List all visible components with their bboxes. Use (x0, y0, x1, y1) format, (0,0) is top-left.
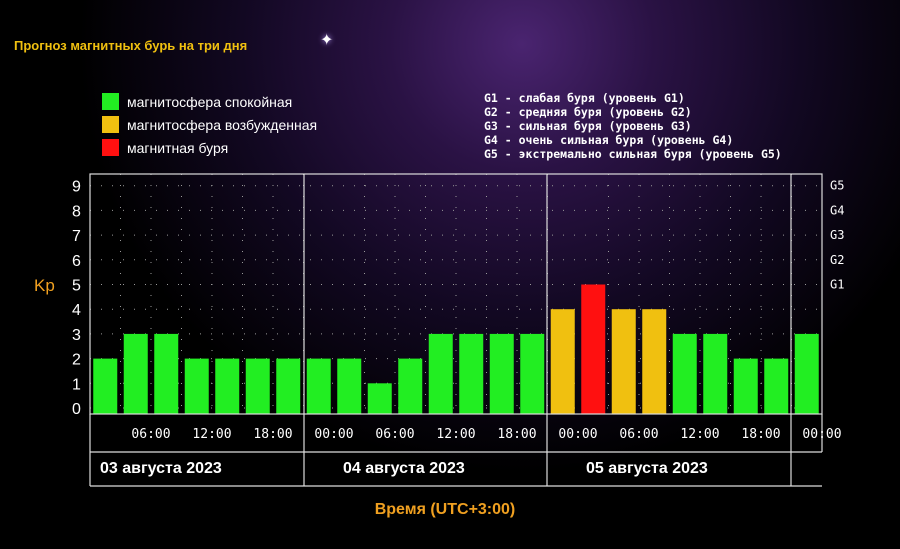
bar-kp (428, 333, 453, 414)
y-tick-label: 1 (72, 376, 81, 393)
bar-kp (642, 309, 667, 414)
y-tick-label: 4 (72, 302, 81, 319)
bar-kp (398, 358, 423, 414)
g-legend-g4: G4 - очень сильная буря (уровень G4) (484, 133, 734, 147)
bar-kp (337, 358, 362, 414)
day-label: 05 августа 2023 (586, 460, 708, 477)
y-tick-label: 5 (72, 278, 81, 295)
g-legend-g5: G5 - экстремально сильная буря (уровень … (484, 147, 782, 161)
legend-label-active: магнитосфера возбужденная (127, 116, 318, 133)
x-tick-label: 12:00 (680, 427, 719, 442)
color-legend: магнитосфера спокойная магнитосфера возб… (102, 90, 317, 159)
legend-item-active: магнитосфера возбужденная (102, 113, 317, 136)
bar-kp (367, 383, 392, 414)
sparkle-star-icon: ✦ (320, 30, 334, 49)
y-tick-label: 0 (72, 401, 81, 418)
legend-swatch-quiet (102, 93, 119, 110)
legend-swatch-storm (102, 139, 119, 156)
x-tick-label: 18:00 (741, 427, 780, 442)
bar-kp (581, 284, 606, 414)
g-tick-label: G2 (830, 253, 844, 267)
y-axis-label: Kp (34, 276, 55, 295)
x-tick-label: 00:00 (314, 427, 353, 442)
bar-kp (184, 358, 209, 414)
g-tick-label: G1 (830, 278, 844, 292)
x-tick-label: 06:00 (375, 427, 414, 442)
y-tick-label: 6 (72, 253, 81, 270)
g-level-legend: G1 - слабая буря (уровень G1) G2 - средн… (484, 91, 782, 161)
text-layer: 0 1 2 3 4 5 6 7 8 9 G1 G2 G3 G4 G5 Kp 06:00 12:00 18:00 00:… (34, 179, 844, 518)
bar-kp (489, 333, 514, 414)
x-tick-label: 06:00 (131, 427, 170, 442)
axis-layer (89, 173, 823, 487)
x-tick-label: 12:00 (192, 427, 231, 442)
bar-kp (550, 309, 575, 414)
legend-swatch-active (102, 116, 119, 133)
bar-kp (123, 333, 148, 414)
x-axis-label: Время (UTC+3:00) (375, 501, 516, 518)
legend-item-quiet: магнитосфера спокойная (102, 90, 317, 113)
bar-kp (306, 358, 331, 414)
bar-kp (794, 333, 819, 414)
x-tick-label: 00:00 (802, 427, 841, 442)
y-tick-label: 3 (72, 327, 81, 344)
day-label: 03 августа 2023 (100, 460, 222, 477)
g-legend-g1: G1 - слабая буря (уровень G1) (484, 91, 685, 105)
g-legend-g2: G2 - средняя буря (уровень G2) (484, 105, 692, 119)
plot-frame (89, 173, 823, 415)
y-tick-label: 2 (72, 352, 81, 369)
x-tick-label: 00:00 (558, 427, 597, 442)
g-tick-label: G3 (830, 228, 844, 242)
bar-kp (672, 333, 697, 414)
grid-layer (90, 174, 822, 414)
bar-kp (215, 358, 240, 414)
page-title: Прогноз магнитных бурь на три дня (14, 38, 248, 53)
g-legend-g3: G3 - сильная буря (уровень G3) (484, 119, 692, 133)
y-tick-label: 9 (72, 179, 81, 196)
bar-kp (764, 358, 789, 414)
bar-kp (703, 333, 728, 414)
day-label: 04 августа 2023 (343, 460, 465, 477)
bar-kp (154, 333, 179, 414)
legend-label-storm: магнитная буря (127, 139, 229, 156)
x-tick-label: 06:00 (619, 427, 658, 442)
bar-kp (459, 333, 484, 414)
g-tick-label: G5 (830, 179, 844, 193)
x-tick-label: 18:00 (497, 427, 536, 442)
x-tick-label: 12:00 (436, 427, 475, 442)
legend-label-quiet: магнитосфера спокойная (127, 93, 293, 110)
bar-kp (93, 358, 118, 414)
bar-kp (611, 309, 636, 414)
bar-kp (520, 333, 545, 414)
bar-layer (93, 284, 819, 414)
x-tick-label: 18:00 (253, 427, 292, 442)
g-tick-label: G4 (830, 203, 844, 217)
bar-kp (245, 358, 270, 414)
legend-item-storm: магнитная буря (102, 136, 317, 159)
y-tick-label: 8 (72, 203, 81, 220)
bar-kp (733, 358, 758, 414)
y-tick-label: 7 (72, 228, 81, 245)
bar-kp (276, 358, 301, 414)
